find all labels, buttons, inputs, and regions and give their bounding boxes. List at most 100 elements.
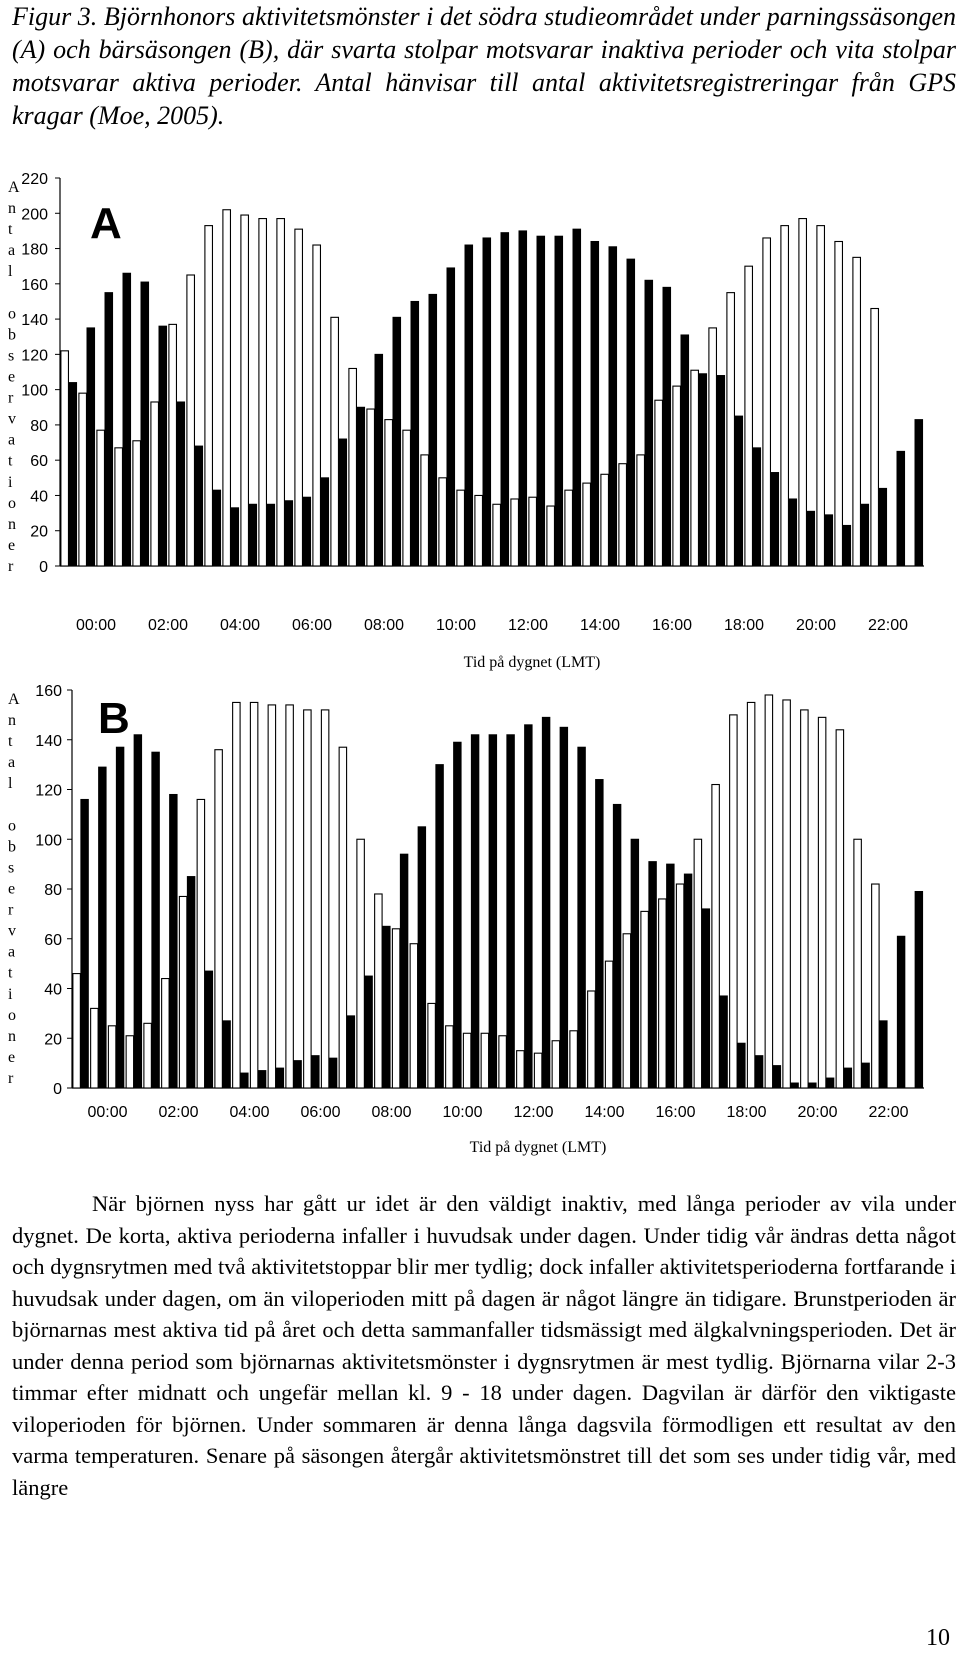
chart-a-y-axis-label-letter: o	[8, 495, 16, 512]
chart-a-bar-active	[204, 225, 214, 567]
chart-a-bar-inactive	[860, 503, 870, 567]
chart-b-bar-inactive	[683, 873, 693, 1089]
chart-a-bar-active	[474, 494, 484, 567]
chart-b-y-axis-label-letter: l	[8, 775, 13, 792]
chart-b-bar-active	[445, 1025, 454, 1089]
chart-a-bar-inactive	[68, 382, 78, 567]
chart-b-x-tick-label: 02:00	[158, 1104, 198, 1121]
chart-a-bar-inactive	[716, 375, 726, 567]
chart-b-y-axis-label-letter: e	[8, 881, 15, 898]
chart-b-x-tick-label: 20:00	[797, 1104, 837, 1121]
chart-a-bar-active	[510, 498, 520, 567]
chart-b-bar-active	[587, 990, 596, 1089]
chart-b-bar-inactive	[453, 741, 462, 1089]
chart-b-bar-active	[551, 1040, 561, 1089]
chart-a-bar-active	[420, 454, 430, 567]
chart-a-x-tick-label: 10:00	[436, 617, 476, 634]
chart-b-x-tick-label: 16:00	[655, 1104, 695, 1121]
chart-b-bar-active	[267, 704, 277, 1089]
chart-b-bar-active	[125, 1035, 135, 1089]
body-paragraph: När björnen nyss har gått ur idet är den…	[12, 1191, 956, 1500]
chart-b-y-tick-label: 0	[53, 1081, 62, 1098]
chart-a-bar-active	[294, 228, 304, 567]
chart-b-y-axis-label-letter: n	[8, 712, 16, 729]
chart-a-x-tick-label: 04:00	[220, 617, 260, 634]
chart-b-bar-inactive	[790, 1082, 799, 1089]
chart-a-bar-active	[402, 429, 412, 567]
chart-b-bar-active	[533, 1052, 543, 1089]
chart-b-bar-inactive	[240, 1072, 249, 1089]
chart-a-y-tick-label: 140	[21, 312, 48, 329]
chart-b-bar-inactive	[293, 1060, 302, 1089]
chart-a-bar-active	[150, 401, 160, 567]
chart-a-bar-active	[546, 505, 556, 567]
chart-b-x-axis-label: Tid på dygnet (LMT)	[470, 1139, 607, 1156]
chart-b-bar-inactive	[382, 925, 391, 1089]
chart-b-bar-active	[516, 1050, 525, 1089]
chart-b-bar-inactive	[666, 863, 675, 1089]
chart-b-y-axis-label-letter: b	[8, 838, 16, 855]
chart-a-y-tick-label: 20	[30, 524, 48, 541]
chart-b-bar-inactive	[577, 746, 586, 1089]
chart-a-bar-active	[744, 265, 754, 567]
chart-a-bar-inactive	[428, 293, 438, 567]
chart-a-y-tick-label: 80	[30, 418, 48, 435]
chart-b-bar-active	[143, 1022, 152, 1089]
chart-a-bar-inactive	[446, 267, 456, 567]
chart-a-y-axis-label-letter: n	[8, 516, 16, 533]
figure-caption: Figur 3. Björnhonors aktivitetsmönster i…	[12, 2, 956, 130]
chart-b-bar-inactive	[98, 766, 107, 1089]
chart-b-bar-inactive	[896, 935, 906, 1089]
chart-a-bar-active	[780, 225, 790, 567]
chart-b-bar-inactive	[808, 1082, 817, 1089]
chart-b-bar-active	[498, 1035, 507, 1089]
chart-b-bar-inactive	[524, 724, 533, 1089]
chart-a-bar-inactive	[374, 353, 384, 567]
chart-b-bar-inactive	[275, 1067, 285, 1089]
chart-a-bar-active	[60, 350, 70, 567]
chart-b-bar-inactive	[169, 793, 178, 1089]
chart-b-bar-active	[285, 704, 294, 1089]
chart-a-bar-inactive	[806, 510, 816, 567]
chart-a-y-tick-label: 160	[21, 277, 48, 294]
chart-b-bar-active	[90, 1007, 99, 1089]
chart-b-y-tick-label: 100	[35, 832, 62, 849]
chart-a-x-tick-label: 18:00	[724, 617, 764, 634]
chart-a-bar-inactive	[842, 524, 852, 567]
chart-a-y-axis-label-letter: b	[8, 326, 16, 343]
chart-a-bar-active	[798, 218, 808, 567]
chart-b-y-axis-label-letter: a	[8, 944, 15, 961]
chart-a-bar-active	[258, 218, 268, 567]
chart-b-y-tick-label: 120	[35, 783, 62, 800]
chart-a-y-tick-label: 120	[21, 347, 48, 364]
chart-a-bar-inactive	[482, 237, 492, 567]
chart-a-bar-inactive	[212, 489, 222, 567]
chart-b-bar-active	[693, 838, 703, 1089]
chart-b-bar-inactive	[133, 734, 143, 1089]
chart-b-bar-active	[853, 838, 862, 1089]
chart-a-bar-active	[654, 399, 664, 567]
chart-b-y-axis-label-letter: s	[8, 859, 14, 876]
chart-b-bar-inactive	[328, 1057, 338, 1089]
chart-b-bar-active	[374, 893, 383, 1089]
chart-b-bar-inactive	[470, 734, 480, 1089]
chart-b-bar-inactive	[612, 803, 622, 1089]
chart-b-x-tick-label: 22:00	[868, 1104, 908, 1121]
chart-b-bar-inactive	[861, 1062, 870, 1089]
chart-b-bar-active	[871, 883, 880, 1089]
chart-a-bar-inactive	[788, 498, 798, 567]
chart-b-bar-active	[72, 973, 81, 1089]
chart-b-bar-inactive	[257, 1070, 267, 1089]
chart-b-bar-inactive	[151, 751, 160, 1089]
chart-b-bar-active	[480, 1032, 490, 1089]
chart-a-bar-active	[600, 473, 610, 567]
chart-a-bar-inactive	[536, 235, 546, 567]
chart-a-bar-inactive	[662, 286, 672, 567]
chart-b-bar-inactive	[719, 995, 728, 1089]
chart-a-bar-active	[438, 477, 448, 567]
chart-a-y-axis-label-letter: t	[8, 221, 13, 238]
chart-a-y-axis-label-letter: e	[8, 369, 15, 386]
chart-a-bar-inactive	[878, 487, 888, 567]
chart-a-bar-active	[690, 369, 700, 567]
chart-b-x-tick-label: 14:00	[584, 1104, 624, 1121]
